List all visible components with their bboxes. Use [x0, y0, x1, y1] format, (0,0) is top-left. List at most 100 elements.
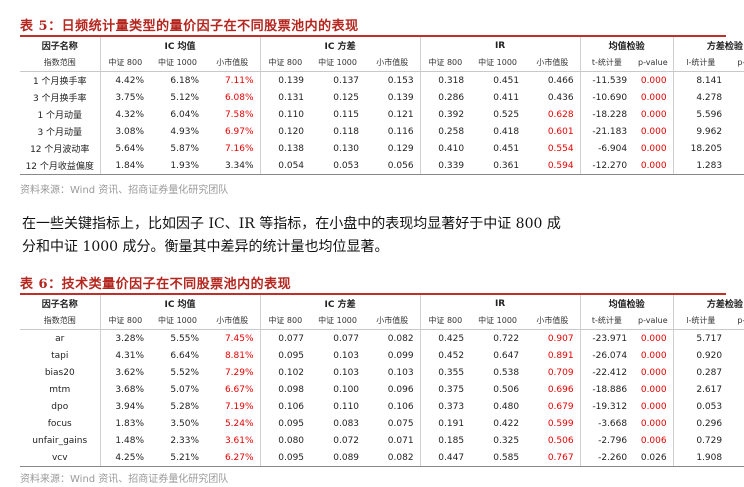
value-cell: 7.58% — [224, 109, 254, 120]
value-cell: 0.709 — [547, 367, 574, 378]
value-cell: 1.93% — [150, 157, 205, 175]
value-cell: 6.08% — [224, 92, 254, 103]
subheader-cell: 中证 800 — [259, 312, 311, 330]
value-cell: 0.920 — [672, 347, 729, 364]
value-cell: -21.183 — [579, 123, 634, 140]
value-cell: 5.07% — [170, 384, 199, 395]
value-cell: 0.722 — [493, 333, 520, 344]
value-cell: 7.29% — [224, 367, 254, 378]
value-cell: 0.053 — [672, 398, 729, 415]
group-variance-test: 方差检验 — [672, 37, 744, 54]
subheader-cell: 中证 800 — [259, 54, 311, 72]
subheader-row: 指数范围 中证 800 中证 1000 小市值股 中证 800 中证 1000 小市值股 中证… — [20, 54, 744, 72]
table-row: mtm 3.68% 5.07% 6.67% 0.098 0.100 0.096 0.375 0.… — [20, 381, 744, 398]
subheader-row: 指数范围 中证 800 中证 1000 小市值股 中证 800 中证 1000 小市值股 中证… — [20, 312, 744, 330]
value-cell: 0.679 — [547, 401, 574, 412]
value-cell: 0.891 — [547, 350, 574, 361]
value-cell: 0.729 — [672, 432, 729, 449]
factor-name-cell: vcv — [20, 449, 100, 467]
paragraph-line-2: 分和中证 1000 成分。衡量其中差异的统计量也均位显著。 — [22, 239, 389, 255]
value-cell: 0.082 — [365, 449, 421, 467]
value-cell: 0.153 — [387, 75, 414, 86]
value-cell: 0.072 — [333, 435, 360, 446]
table6-title: 表 6：技术类量价因子在不同股票池内的表现 — [20, 277, 292, 292]
value-cell: 0.026 — [633, 449, 674, 467]
subheader-cell: p-value — [633, 54, 674, 72]
value-cell: 3.28% — [99, 329, 150, 347]
value-cell: 0.106 — [259, 398, 311, 415]
value-cell: 0.392 — [419, 106, 471, 123]
value-cell: 0.258 — [419, 123, 471, 140]
subheader-cell: 中证 1000 — [470, 54, 526, 72]
value-cell: 0.480 — [493, 401, 520, 412]
subheader-cell: 中证 1000 — [310, 54, 366, 72]
subheader-cell: 中证 800 — [99, 54, 150, 72]
value-cell: 0.115 — [333, 109, 360, 120]
value-cell: 5.64% — [99, 140, 150, 157]
value-cell: 6.27% — [205, 449, 261, 467]
value-cell: 0.287 — [672, 364, 729, 381]
value-cell: 0.594 — [525, 157, 581, 175]
subheader-cell: t-统计量 — [579, 54, 634, 72]
factor-name-cell: bias20 — [44, 367, 75, 378]
value-cell: 0.110 — [259, 106, 311, 123]
value-cell: 1.283 — [672, 157, 729, 175]
table-row: bias20 3.62% 5.52% 7.29% 0.102 0.103 0.103 0.35… — [20, 364, 744, 381]
value-cell: 0.338 — [728, 347, 744, 364]
value-cell: 5.24% — [224, 418, 254, 429]
factor-name-cell: 1 个月换手率 — [32, 77, 87, 87]
value-cell: 0.100 — [333, 384, 360, 395]
subheader-cell: 指数范围 — [20, 54, 100, 72]
subheader-cell: 中证 1000 — [150, 312, 205, 330]
value-cell: -6.904 — [579, 140, 634, 157]
value-cell: 0.004 — [728, 72, 744, 90]
factor-name-cell: tapi — [51, 350, 69, 361]
table6-source: 资料来源：Wind 资讯、招商证券量化研究团队 — [20, 474, 229, 485]
subheader-cell: 小市值股 — [365, 312, 421, 330]
value-cell: -22.412 — [579, 364, 634, 381]
value-cell: 1.48% — [99, 432, 150, 449]
subheader-cell: l-统计量 — [672, 54, 729, 72]
value-cell: 0.053 — [310, 157, 366, 175]
table-row: 12 个月收益偏度 1.84% 1.93% 3.34% 0.054 0.053 0.056 0… — [20, 157, 744, 175]
value-cell: 0.373 — [419, 398, 471, 415]
table-row: tapi 4.31% 6.64% 8.81% 0.095 0.103 0.099 0.452 0… — [20, 347, 744, 364]
value-cell: 0.296 — [672, 415, 729, 432]
value-cell: 0.002 — [728, 123, 744, 140]
value-cell: 3.34% — [205, 157, 261, 175]
value-cell: 0.006 — [640, 435, 667, 446]
value-cell: -2.260 — [579, 449, 634, 467]
value-cell: 5.717 — [672, 329, 729, 347]
subheader-cell: 指数范围 — [20, 312, 100, 330]
table5-source: 资料来源：Wind 资讯、招商证券量化研究团队 — [20, 185, 229, 196]
value-cell: 0.116 — [387, 126, 414, 137]
value-cell: 0.000 — [640, 92, 667, 103]
value-cell: 0.592 — [728, 364, 744, 381]
subheader-cell: 小市值股 — [205, 312, 261, 330]
group-factor-name: 因子名称 — [41, 42, 78, 52]
value-cell: 0.000 — [640, 333, 667, 344]
value-cell: 0.425 — [419, 329, 471, 347]
value-cell: 0.103 — [387, 367, 414, 378]
table-row: 1 个月换手率 4.42% 6.18% 7.11% 0.139 0.137 0.153 0.3… — [20, 71, 744, 90]
subheader-cell: p-value — [728, 54, 744, 72]
value-cell: 0.054 — [259, 157, 311, 175]
value-cell: 0.106 — [728, 381, 744, 398]
value-cell: 0.129 — [387, 143, 414, 154]
subheader-cell: p-value — [728, 312, 744, 330]
table-row: ar 3.28% 5.55% 7.45% 0.077 0.077 0.082 0.425 0.7… — [20, 329, 744, 347]
value-cell: 8.81% — [224, 350, 254, 361]
value-cell: 0.447 — [419, 449, 471, 467]
group-header-row: 因子名称 IC 均值 IC 方差 IR 均值检验 方差检验 — [20, 37, 744, 54]
value-cell: 0.466 — [547, 75, 574, 86]
value-cell: 0.082 — [387, 333, 414, 344]
value-cell: 2.33% — [170, 435, 199, 446]
value-cell: 0.696 — [547, 384, 574, 395]
factor-name-cell: 3 个月动量 — [37, 128, 83, 138]
value-cell: 0.110 — [333, 401, 360, 412]
value-cell: 4.32% — [99, 106, 150, 123]
value-cell: 6.18% — [170, 75, 199, 86]
value-cell: 0.121 — [387, 109, 414, 120]
value-cell: 0.601 — [547, 126, 574, 137]
value-cell: 0.095 — [259, 449, 311, 467]
